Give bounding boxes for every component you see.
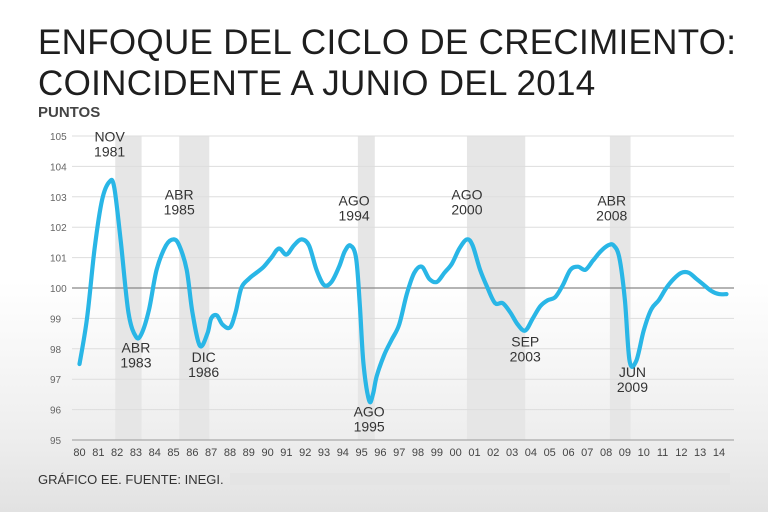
x-tick-label: 83	[130, 447, 142, 459]
annotation-month: ABR	[122, 340, 151, 356]
y-tick-label: 99	[50, 314, 62, 325]
y-tick-label: 95	[50, 436, 62, 447]
x-tick-label: 06	[562, 447, 574, 459]
annotation-year: 2009	[617, 379, 648, 395]
x-tick-label: 09	[619, 447, 631, 459]
x-tick-label: 10	[638, 447, 650, 459]
x-tick-label: 99	[431, 447, 443, 459]
x-tick-label: 96	[374, 447, 386, 459]
x-tick-label: 80	[73, 447, 85, 459]
annotation-month: NOV	[94, 129, 125, 145]
x-tick-label: 84	[149, 447, 161, 459]
x-tick-label: 05	[544, 447, 556, 459]
annotation-month: ABR	[597, 192, 626, 208]
annotation-month: DIC	[192, 349, 216, 365]
x-tick-label: 04	[525, 447, 537, 459]
x-tick-label: 95	[356, 447, 368, 459]
x-tick-label: 02	[487, 447, 499, 459]
x-tick-label: 08	[600, 447, 612, 459]
x-tick-label: 85	[167, 447, 179, 459]
annotation-year: 1985	[164, 201, 195, 217]
x-tick-label: 01	[468, 447, 480, 459]
x-tick-label: 92	[299, 447, 311, 459]
x-tick-label: 97	[393, 447, 405, 459]
source-text: GRÁFICO EE. FUENTE: INEGI.	[38, 471, 224, 487]
annotation-month: ABR	[165, 186, 194, 202]
y-tick-label: 98	[50, 345, 62, 356]
source-bar: GRÁFICO EE. FUENTE: INEGI.	[38, 470, 730, 488]
y-tick-label: 104	[50, 162, 67, 173]
y-tick-label: 96	[50, 406, 62, 417]
x-tick-label: 86	[186, 447, 198, 459]
annotation-year: 1981	[94, 144, 125, 160]
annotation-month: SEP	[511, 334, 539, 350]
y-axis-unit-label: PUNTOS	[38, 104, 101, 121]
y-tick-label: 97	[50, 375, 62, 386]
x-tick-label: 11	[657, 447, 668, 459]
x-tick-label: 93	[318, 447, 330, 459]
annotation-year: 1995	[354, 418, 385, 434]
y-tick-label: 105	[50, 132, 67, 143]
x-tick-label: 89	[243, 447, 255, 459]
y-tick-label: 103	[50, 193, 67, 204]
annotation-year: 2000	[451, 201, 482, 217]
chart-title: ENFOQUE DEL CICLO DE CRECIMIENTO: COINCI…	[38, 23, 737, 103]
x-tick-label: 87	[205, 447, 217, 459]
x-tick-label: 12	[675, 447, 687, 459]
x-tick-label: 81	[92, 447, 104, 459]
annotation-month: AGO	[451, 186, 482, 202]
x-tick-label: 91	[280, 447, 292, 459]
annotation-year: 2008	[596, 207, 627, 223]
x-tick-label: 00	[450, 447, 462, 459]
annotation-month: JUN	[619, 364, 646, 380]
annotation-year: 1986	[188, 364, 219, 380]
x-tick-label: 13	[694, 447, 706, 459]
x-tick-label: 14	[713, 447, 725, 459]
x-tick-label: 88	[224, 447, 236, 459]
annotation-year: 1994	[339, 207, 370, 223]
annotation-month: AGO	[354, 403, 385, 419]
x-tick-label: 82	[111, 447, 123, 459]
x-tick-label: 98	[412, 447, 424, 459]
x-tick-label: 03	[506, 447, 518, 459]
series-line	[77, 177, 729, 405]
y-tick-label: 101	[50, 254, 67, 265]
source-rule	[229, 473, 730, 485]
y-tick-label: 102	[50, 223, 67, 234]
annotation-year: 1983	[120, 355, 151, 371]
x-tick-label: 90	[261, 447, 273, 459]
y-tick-label: 100	[50, 284, 67, 295]
x-tick-label: 07	[581, 447, 593, 459]
x-tick-label: 94	[337, 447, 349, 459]
annotation-year: 2003	[510, 349, 541, 365]
annotation-month: AGO	[339, 192, 370, 208]
